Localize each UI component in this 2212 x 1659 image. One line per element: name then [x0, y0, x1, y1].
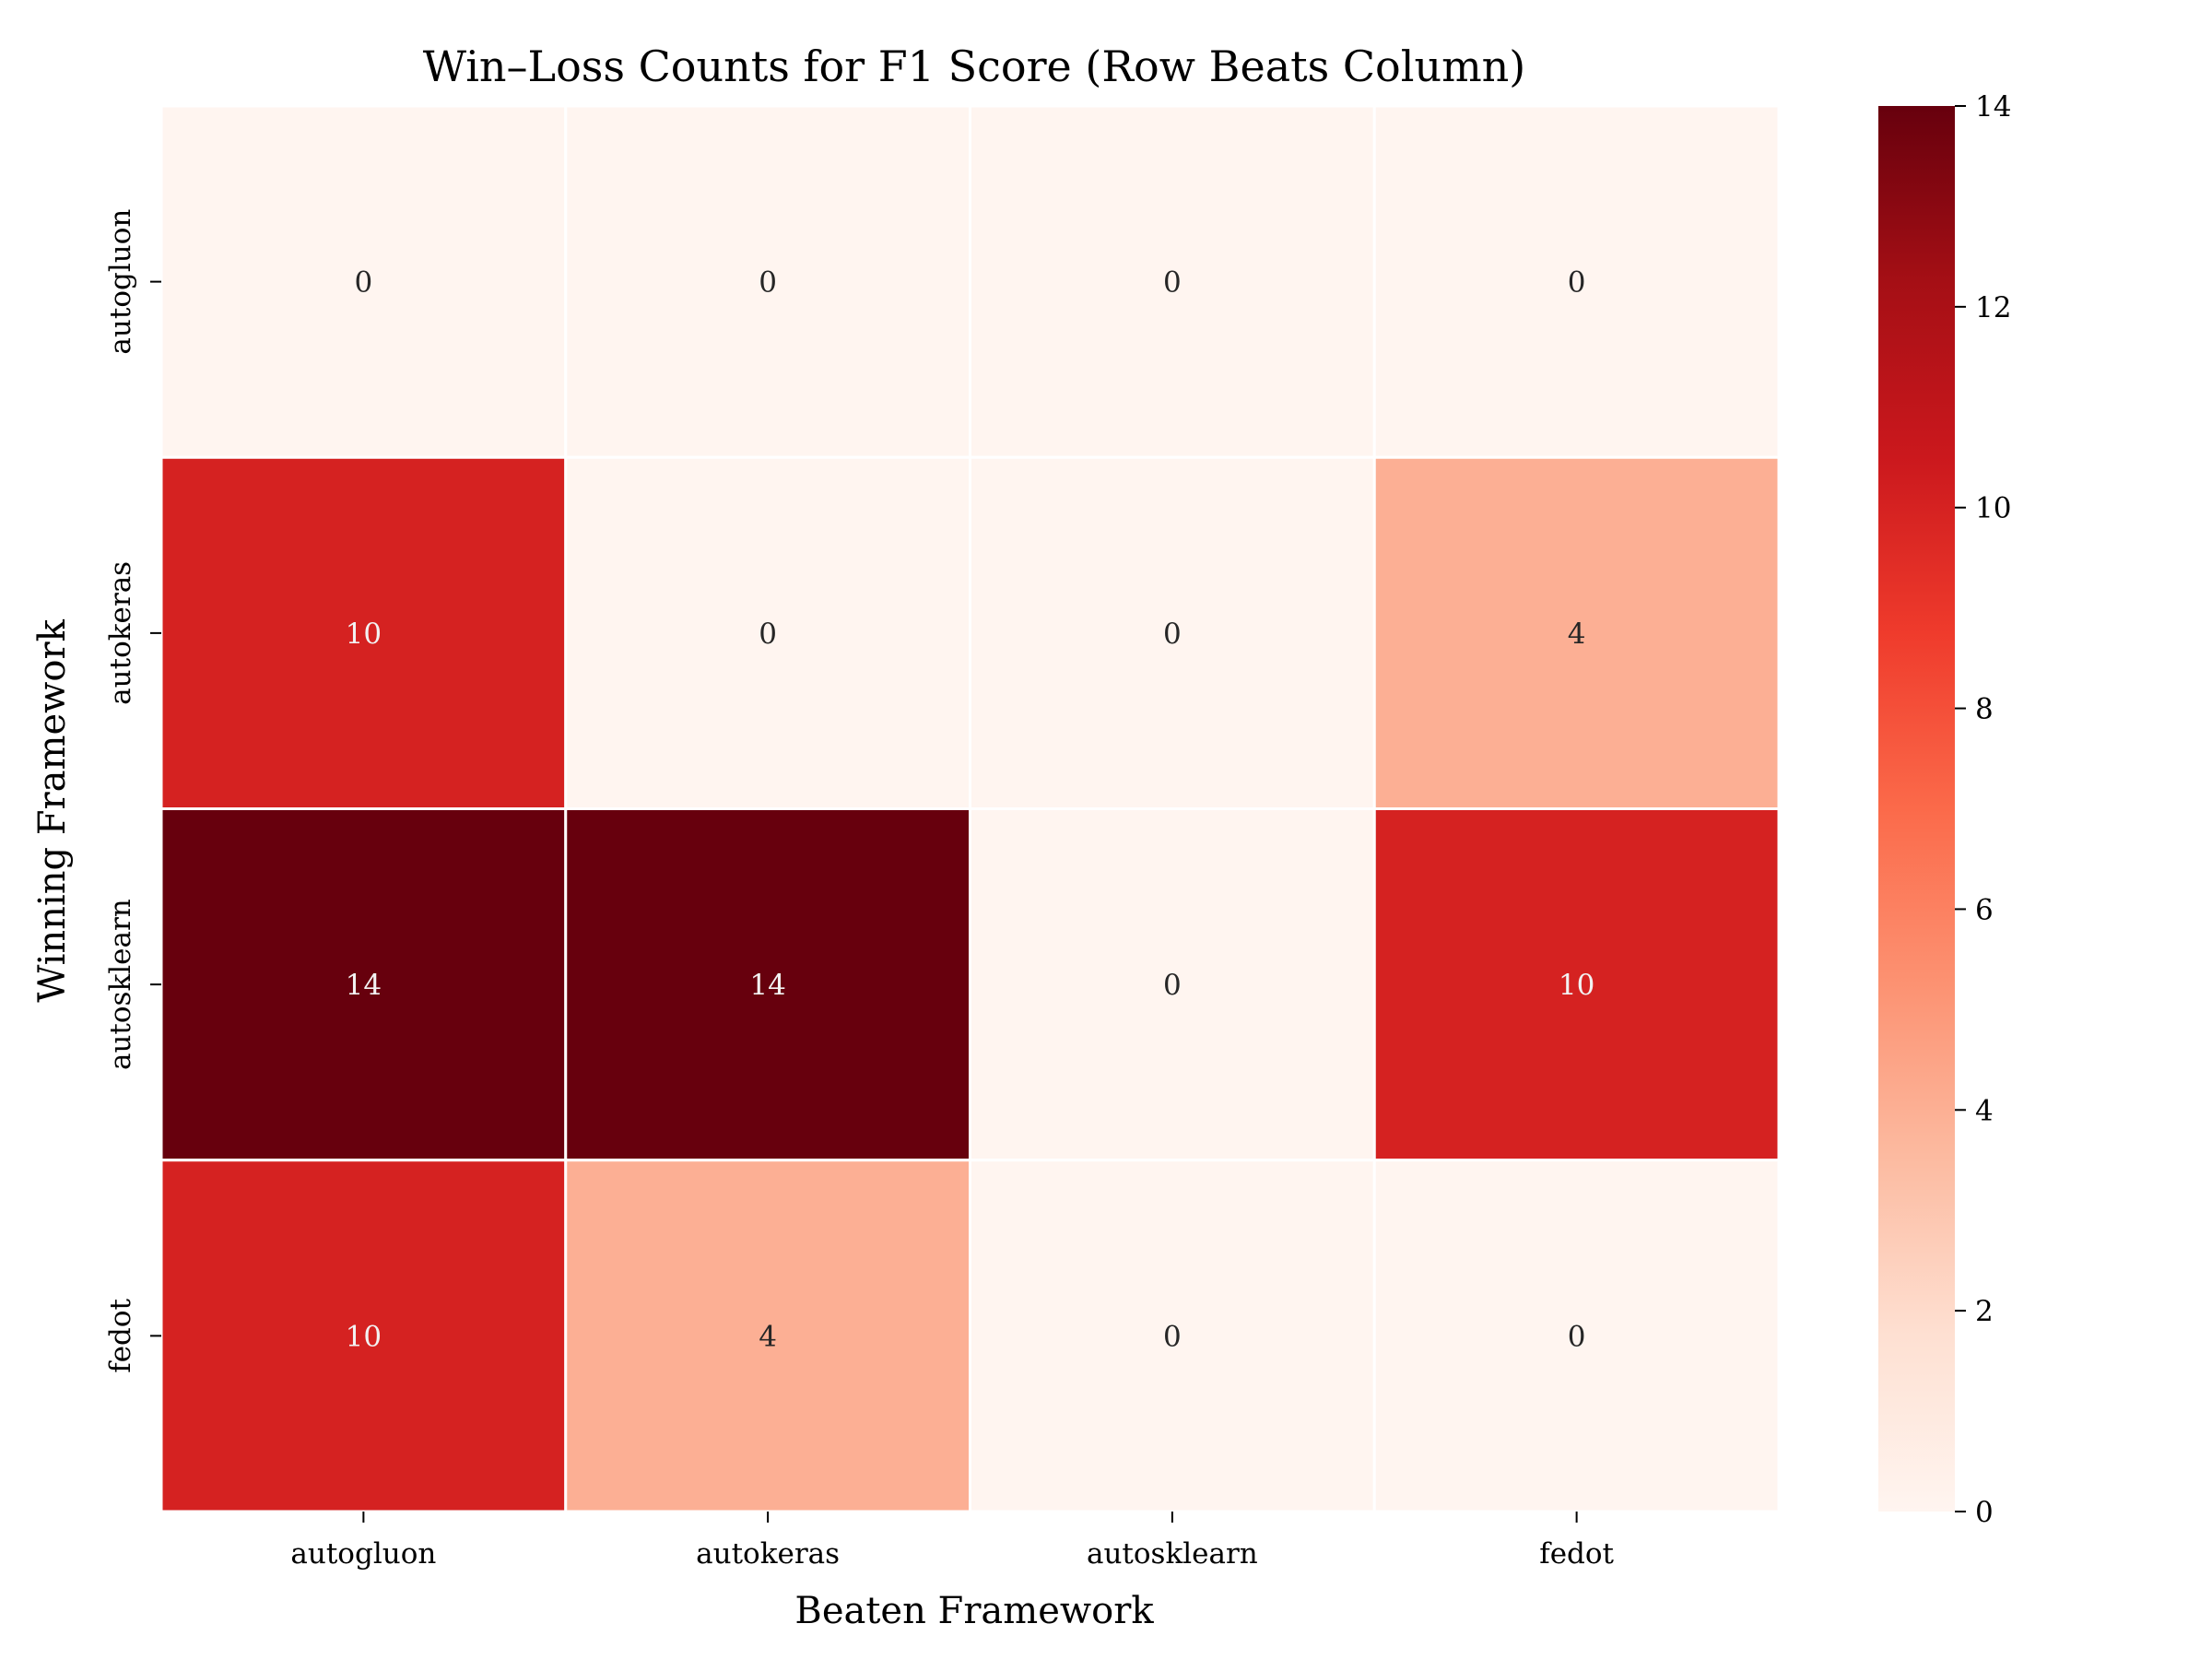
colorbar-tick-label: 10	[1975, 492, 2011, 525]
cell-value-label: 4	[1568, 618, 1586, 651]
colorbar-tick-label: 12	[1975, 291, 2011, 324]
heatmap-cell	[1372, 1159, 1781, 1513]
cell-value-label: 10	[1559, 969, 1594, 1002]
cell-value-label: 14	[749, 969, 785, 1002]
x-tick-label: autogluon	[290, 1537, 436, 1571]
y-tick-label: autosklearn	[104, 899, 137, 1070]
cell-value-label: 0	[1568, 1320, 1586, 1353]
heatmap-cells	[159, 104, 1781, 1513]
heatmap-cell	[969, 104, 1376, 459]
cell-value-label: 0	[355, 266, 373, 300]
y-tick-label: fedot	[104, 1298, 137, 1372]
colorbar-tick-label: 14	[1975, 90, 2011, 124]
heatmap-cell	[564, 807, 971, 1162]
heatmap-cell	[1372, 104, 1781, 459]
cell-value-label: 10	[346, 618, 382, 651]
chart-title: Win–Loss Counts for F1 Score (Row Beats …	[423, 41, 1526, 91]
colorbar-tick-label: 4	[1975, 1094, 1994, 1127]
heatmap-cell	[1372, 807, 1781, 1162]
x-tick-label: fedot	[1539, 1537, 1614, 1571]
colorbar-tick-label: 8	[1975, 693, 1994, 726]
colorbar-ticks: 0 2 4 6 8 10 12 14	[1955, 90, 2011, 1529]
heatmap-cell	[564, 104, 971, 459]
colorbar-tick-label: 6	[1975, 893, 1994, 926]
y-tick-label: autogluon	[104, 209, 137, 355]
colorbar-tick-label: 0	[1975, 1496, 1994, 1529]
cell-value-label: 0	[1568, 266, 1586, 300]
cell-value-label: 0	[1163, 969, 1182, 1002]
y-tick-label: autokeras	[104, 561, 137, 705]
heatmap-cell	[159, 1159, 568, 1513]
cell-value-label: 10	[346, 1320, 382, 1353]
cell-value-label: 14	[346, 969, 382, 1002]
heatmap-cell	[159, 104, 568, 459]
cell-value-label: 0	[1163, 266, 1182, 300]
heatmap-cell	[564, 1159, 971, 1513]
heatmap-cell	[564, 455, 971, 810]
heatmap-cell	[1372, 455, 1781, 810]
x-axis-label: Beaten Framework	[794, 1590, 1154, 1632]
x-tick-label: autokeras	[696, 1537, 840, 1571]
x-tick-label: autosklearn	[1087, 1537, 1258, 1571]
colorbar	[1878, 106, 1955, 1512]
cell-value-label: 0	[1163, 618, 1182, 651]
heatmap-cell	[969, 1159, 1376, 1513]
cell-value-label: 0	[759, 618, 777, 651]
heatmap-cell-labels: 0 0 0 0 10 0 0 4 14 14 0 10 10 4 0 0	[346, 266, 1595, 1354]
colorbar-tick-label: 2	[1975, 1295, 1994, 1328]
y-axis-label: Winning Framework	[31, 618, 74, 1002]
x-axis-ticks: autogluon autokeras autosklearn fedot	[290, 1512, 1615, 1571]
heatmap-cell	[159, 455, 568, 810]
y-axis-ticks: autogluon autokeras autosklearn fedot	[104, 209, 161, 1373]
cell-value-label: 0	[1163, 1320, 1182, 1353]
cell-value-label: 0	[759, 266, 777, 300]
cell-value-label: 4	[759, 1320, 777, 1353]
